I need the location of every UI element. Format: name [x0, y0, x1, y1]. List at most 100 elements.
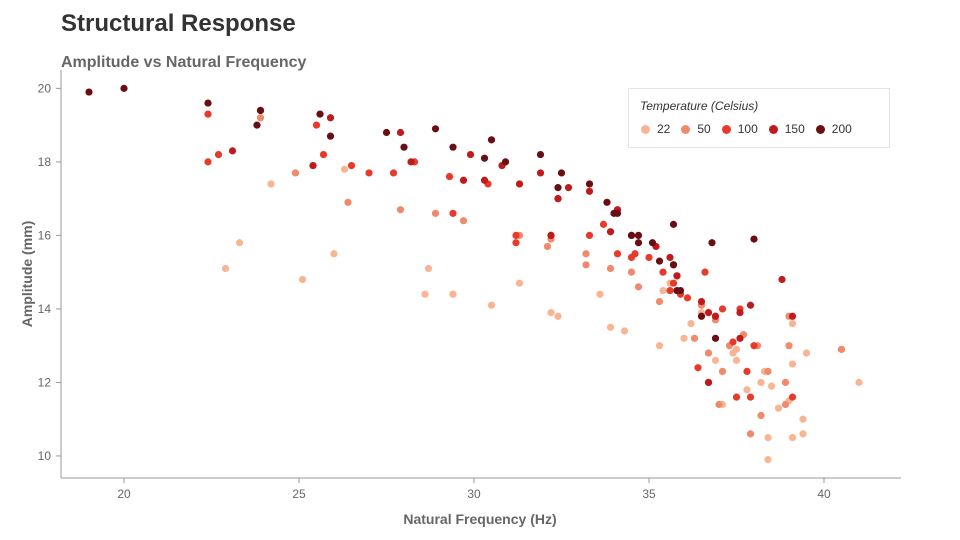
data-point [431, 209, 440, 217]
data-point [400, 143, 408, 151]
data-point [736, 308, 744, 317]
data-point [543, 242, 552, 251]
data-point [606, 228, 615, 236]
data-point [515, 180, 524, 188]
data-point [746, 393, 755, 401]
data-point [788, 312, 797, 320]
data-point [382, 128, 391, 137]
data-point [631, 250, 639, 258]
data-point [732, 356, 741, 364]
data-point [788, 360, 797, 368]
data-point [256, 106, 265, 115]
data-point [459, 217, 468, 225]
x-tick-label: 30 [467, 487, 481, 501]
data-point [85, 88, 93, 96]
data-point [424, 264, 433, 273]
data-point [389, 169, 398, 177]
data-point [704, 349, 713, 357]
data-point [326, 132, 335, 140]
data-point [431, 125, 440, 133]
data-point [655, 342, 664, 350]
y-tick-label: 12 [38, 375, 52, 389]
axes [60, 70, 901, 479]
data-point [298, 275, 307, 284]
data-point [704, 378, 713, 387]
chart-title: Amplitude vs Natural Frequency [61, 54, 307, 71]
data-point [767, 382, 776, 390]
legend-swatch [815, 124, 825, 134]
data-point [694, 364, 702, 372]
data-point [799, 430, 807, 438]
data-point [666, 253, 674, 262]
data-point [746, 301, 755, 309]
y-tick-label: 14 [38, 302, 52, 316]
data-point [676, 286, 685, 295]
data-point [764, 433, 772, 442]
data-point [449, 209, 457, 217]
data-point [746, 430, 755, 438]
data-point [480, 154, 489, 162]
data-point [666, 286, 674, 295]
data-point [557, 169, 566, 177]
legend-item: 22 [641, 122, 670, 136]
data-point [750, 235, 758, 243]
data-point [655, 257, 664, 265]
data-point [743, 386, 751, 394]
data-point [554, 312, 562, 320]
data-point [778, 275, 786, 284]
data-point [501, 158, 510, 166]
data-point [764, 367, 772, 376]
data-point [487, 301, 496, 309]
data-point [750, 342, 758, 350]
data-point [673, 272, 681, 280]
data-point [512, 231, 520, 240]
legend-label: 150 [784, 122, 805, 136]
data-point [459, 176, 468, 184]
data-point [669, 261, 678, 269]
data-point [204, 158, 212, 166]
data-point [802, 349, 811, 357]
data-point [340, 165, 349, 173]
y-tick-label: 18 [38, 155, 52, 169]
legend-label: 200 [831, 122, 852, 136]
data-point [326, 114, 335, 122]
data-point [645, 253, 653, 262]
data-point [256, 114, 265, 122]
data-point [554, 184, 562, 192]
data-point [554, 195, 562, 203]
data-point [627, 231, 636, 240]
legend-title: Temperature (Celsius) [640, 99, 759, 113]
y-tick-label: 10 [38, 449, 52, 463]
x-tick-label: 35 [642, 487, 656, 501]
data-point [743, 367, 751, 376]
data-point [536, 150, 545, 159]
data-point [659, 268, 667, 276]
data-point [309, 161, 317, 170]
legend-item: 150 [768, 122, 805, 136]
legend-label: 100 [737, 122, 758, 136]
data-point [736, 334, 744, 342]
data-point [711, 312, 720, 320]
legend-item: 200 [815, 122, 852, 136]
data-point [407, 158, 415, 166]
data-point [547, 231, 555, 240]
data-point [704, 308, 713, 317]
data-point [729, 349, 737, 357]
data-point [708, 239, 716, 247]
data-point [764, 456, 772, 464]
data-point [585, 187, 594, 195]
data-point [757, 378, 765, 387]
legend: Temperature (Celsius) 22 50 100 150 200 [628, 88, 890, 148]
data-point [606, 264, 615, 273]
data-point [634, 239, 643, 247]
data-point [690, 334, 699, 342]
y-tick-label: 20 [38, 81, 52, 95]
data-point [204, 110, 212, 118]
data-point [732, 393, 741, 401]
data-point [515, 279, 524, 287]
data-point [536, 169, 545, 177]
data-point [687, 320, 695, 328]
ticks: 20 25 30 35 40 10 12 14 16 18 20 [38, 81, 831, 501]
legend-label: 50 [697, 122, 711, 136]
